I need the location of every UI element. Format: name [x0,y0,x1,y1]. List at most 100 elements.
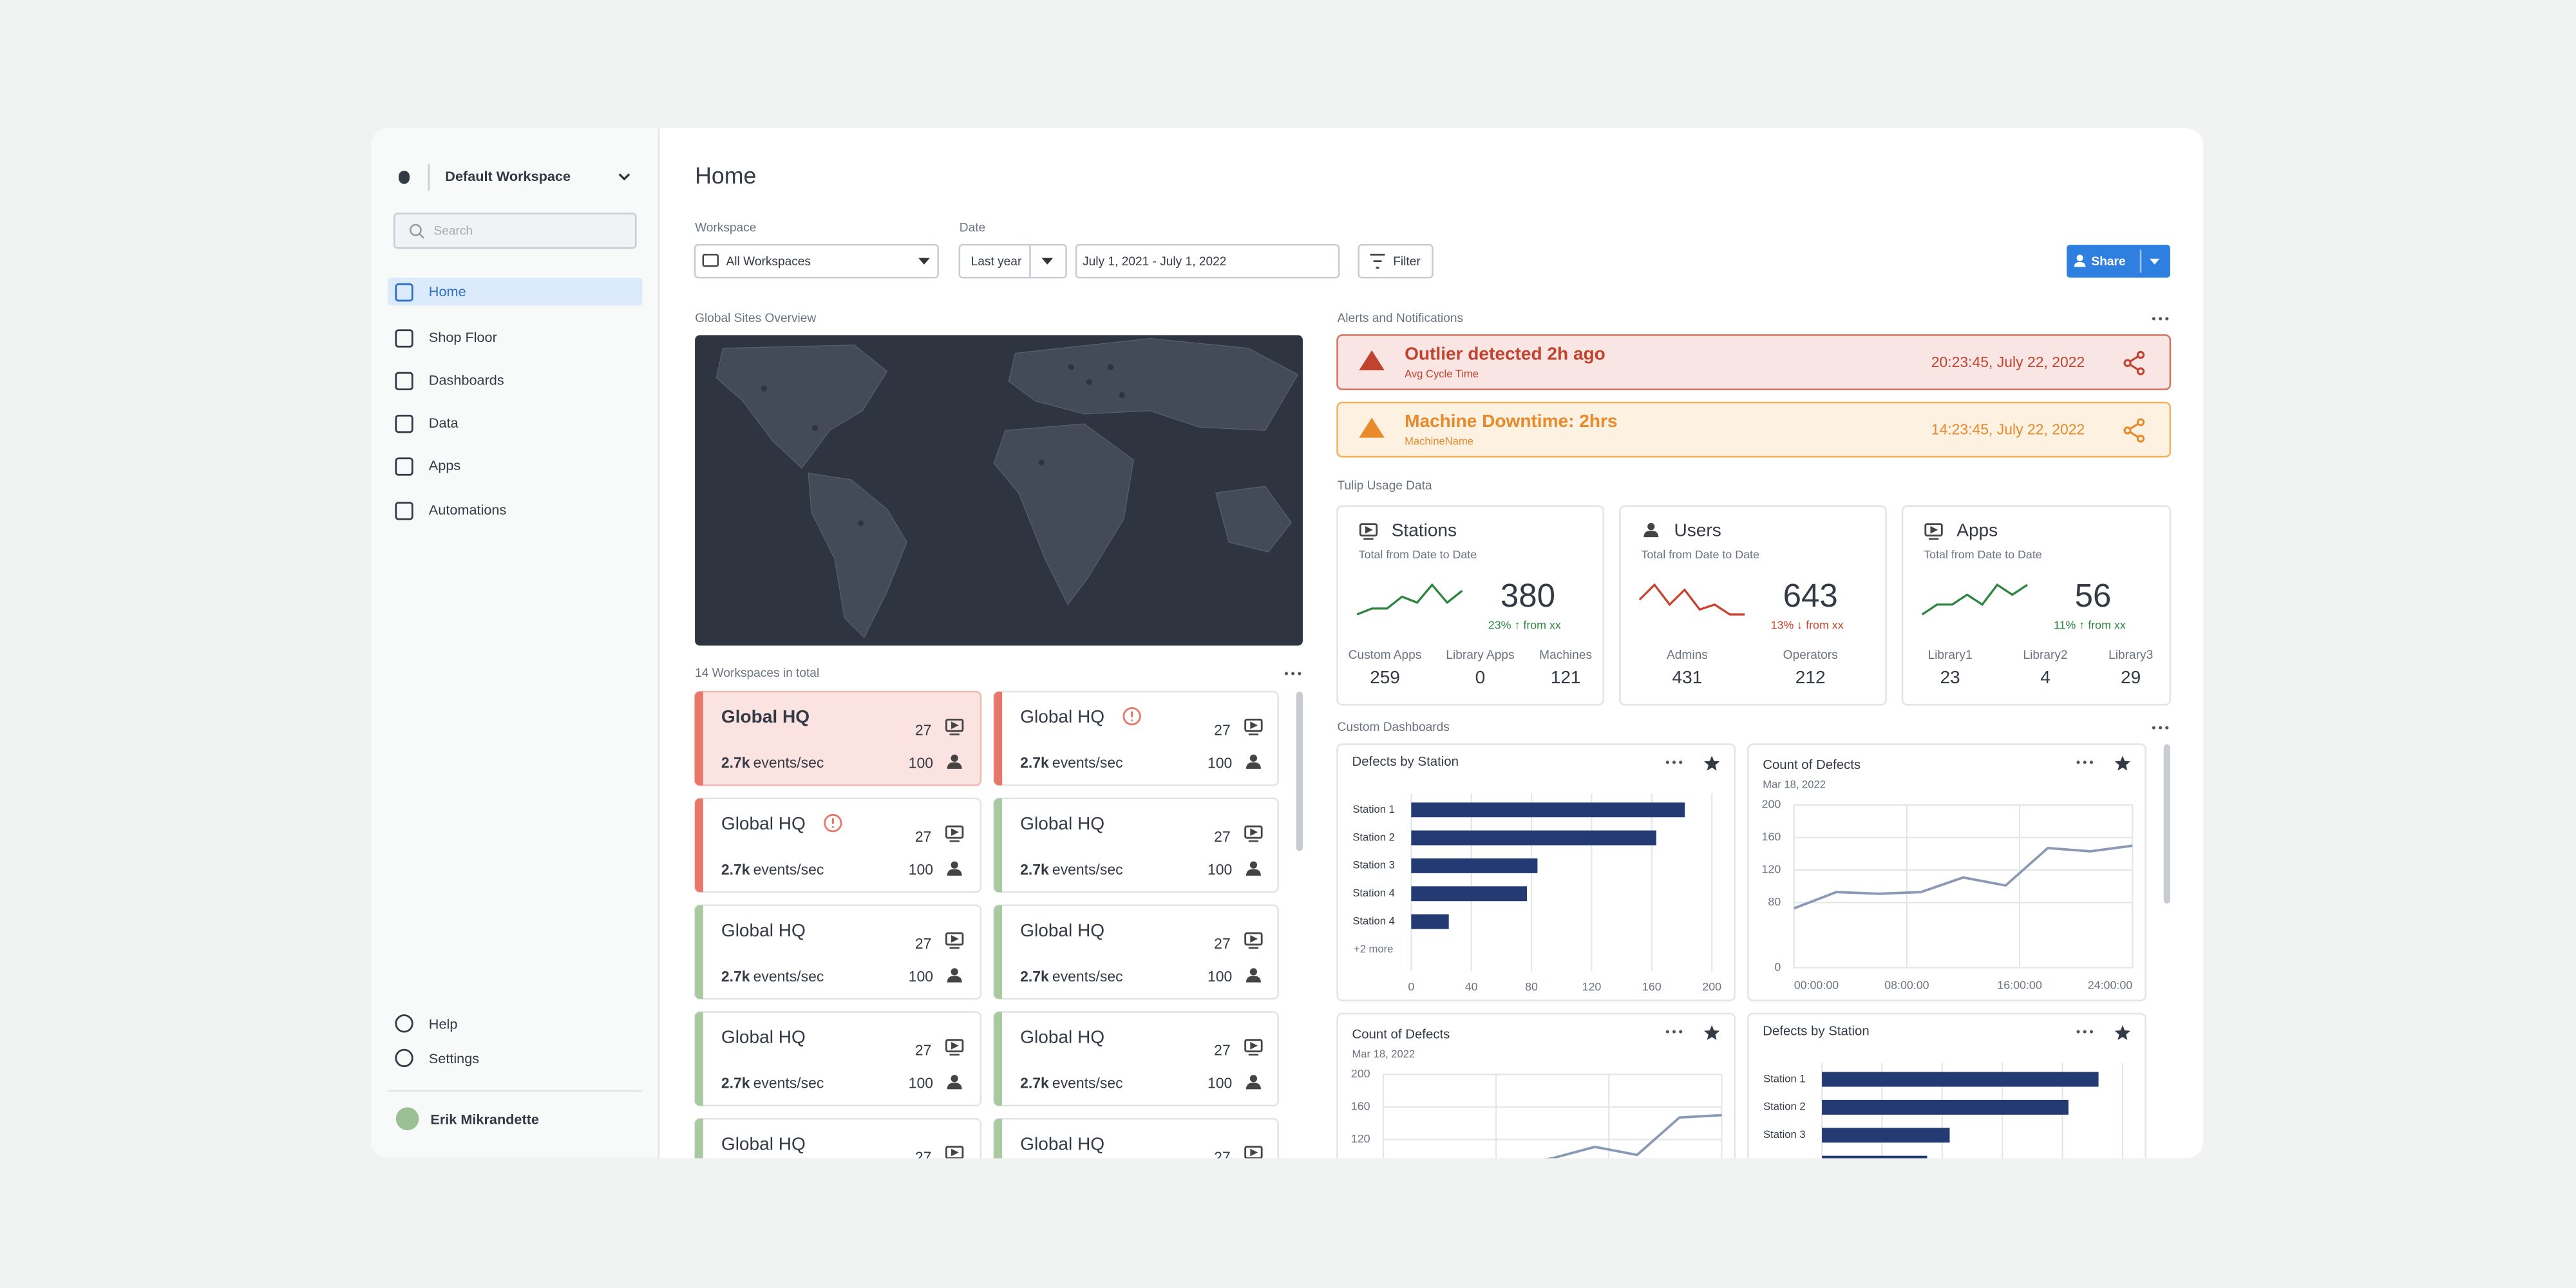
share-btn-icon [2074,261,2086,267]
nav-active [388,278,643,306]
menu-dot [2165,317,2169,321]
monitor-icon [945,1039,964,1053]
nav-item[interactable]: Apps [429,457,461,473]
filter-button[interactable] [1358,243,1434,279]
menu-dot [1291,672,1295,676]
x-tick-label: 24:00:00 [2088,978,2133,991]
nav-item[interactable]: Shop Floor [429,329,497,345]
nav-item[interactable]: Help [429,1016,458,1032]
field-label: Workspace [695,222,756,235]
sparkline [1356,583,1463,616]
date-range[interactable] [1075,243,1340,279]
star-icon[interactable] [1704,1025,1720,1040]
station-count: 27 [915,1042,932,1059]
star-icon[interactable] [1704,755,1720,771]
person-icon [1245,976,1261,983]
y-tick-label: 160 [1762,830,1781,843]
alert[interactable]: Outlier detected 2h ago Avg Cycle Time 20:… [1336,334,2172,390]
share-icon [2136,367,2145,375]
map-pin-dot [811,424,818,431]
workspace-select[interactable] [694,243,939,279]
dashboard-chart: Defects by Station04080120160200Station … [1747,1012,2146,1159]
person-icon [1647,522,1655,531]
person-icon [1249,1075,1258,1083]
map-pin-dot [1038,459,1045,466]
star-icon[interactable] [2114,755,2131,771]
person-icon [951,1075,958,1083]
category-label: Station 3 [1352,859,1394,871]
card-bg [1901,505,2172,706]
person-icon [947,1083,962,1090]
chevron [618,173,630,181]
map-pin-dot [1119,392,1125,399]
share-icon [2136,435,2145,443]
card-bg [694,1117,982,1159]
event-value: 2.7k [1020,861,1049,878]
nav-item[interactable]: Data [429,415,459,431]
user-count: 100 [909,1075,933,1092]
menu-dot [1672,1030,1676,1034]
x-tick-label: 200 [1702,980,1721,993]
alert-time: 14:23:45, July 22, 2022 [1931,421,2085,437]
stat-value: 29 [2121,667,2141,687]
card-bg [694,1011,982,1107]
event-unit: events/sec [753,968,824,985]
card-bg [993,690,1279,786]
card-bg [694,690,982,786]
more-label: +2 more [1354,943,1393,955]
search-box[interactable] [393,213,637,249]
share-label: Share [2091,255,2125,269]
category-label: Station 1 [1763,1072,1805,1084]
usage-card: Apps Total from Date to Date 56 11% ↑ from … [1901,505,2172,706]
chart-card [1747,743,2146,1001]
card-bg [694,797,982,893]
y-tick-label: 120 [1351,1132,1370,1145]
scrollbar [2163,744,2170,904]
nav-item[interactable]: Settings [429,1050,479,1066]
alert[interactable]: Machine Downtime: 2hrs MachineName 14:23:4… [1336,401,2172,458]
person-icon [947,762,962,769]
landmass [808,472,907,638]
status-bar [994,1119,1003,1159]
nav-item[interactable]: Dashboards [429,372,504,388]
person-icon [951,968,958,976]
share-button[interactable] [2067,245,2170,278]
star-icon[interactable] [2114,1025,2131,1040]
menu-dot [2159,317,2163,321]
event-value: 2.7k [721,968,750,985]
alert-icon [824,813,842,833]
alert-title: Machine Downtime: 2hrs [1405,411,1617,431]
bar [1411,886,1528,902]
x-tick-label: 16:00:00 [1997,978,2042,991]
bar [1411,858,1538,873]
person-icon [1245,1083,1261,1090]
user-name: Erik Mikrandette [430,1112,539,1128]
stat-value: 0 [1475,667,1486,687]
nav-item[interactable]: Home [429,283,466,299]
date-preset[interactable] [958,243,1067,279]
section-title: Global Sites Overview [695,312,816,325]
nav-item[interactable]: Automations [429,502,507,518]
menu-dot [1665,761,1669,764]
alert-bg [1336,334,2172,390]
stat-label: Admins [1667,649,1708,662]
monitor-icon [1244,825,1263,839]
nav-icon [395,415,413,433]
event-unit: events/sec [753,754,824,771]
workspace-name: Global HQ [1020,813,1104,833]
menu-dot [2076,1030,2080,1034]
menu-dot [2083,1030,2087,1034]
